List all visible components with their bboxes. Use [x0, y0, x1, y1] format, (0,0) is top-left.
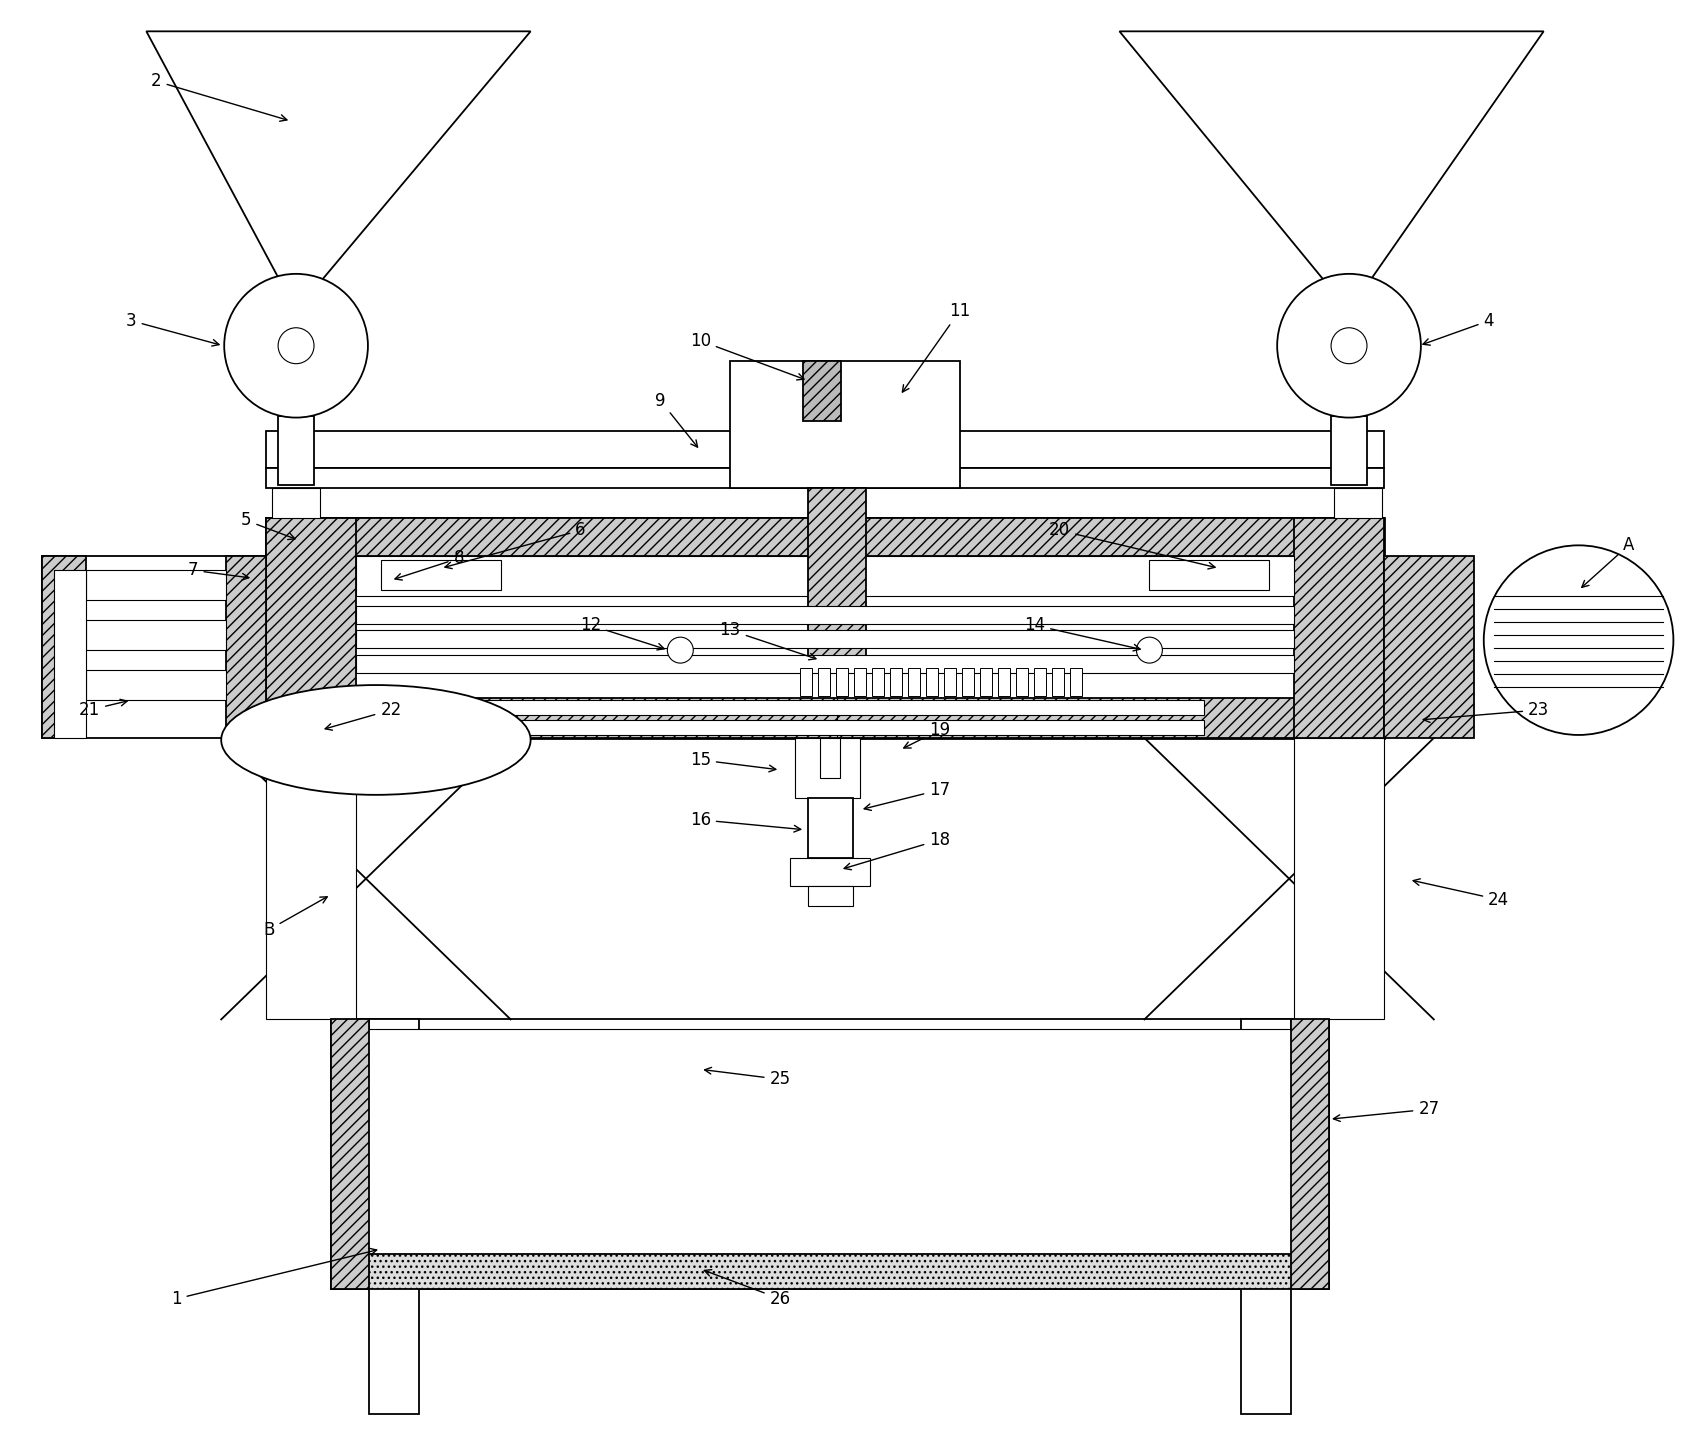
Text: 24: 24: [1412, 878, 1508, 908]
Text: 4: 4: [1422, 311, 1493, 346]
Text: 12: 12: [579, 616, 664, 650]
Bar: [86, 620, 226, 650]
Bar: [1051, 669, 1062, 696]
Bar: [356, 557, 1294, 596]
Circle shape: [225, 274, 368, 418]
Bar: [836, 669, 848, 696]
Circle shape: [667, 637, 692, 663]
Text: 10: 10: [689, 331, 804, 380]
Bar: [961, 669, 973, 696]
Text: 5: 5: [242, 511, 296, 540]
Bar: [226, 557, 265, 738]
Bar: [265, 430, 1383, 468]
Bar: [807, 885, 853, 905]
Circle shape: [1277, 274, 1420, 418]
Text: 23: 23: [1422, 702, 1549, 722]
Bar: [86, 570, 226, 600]
Bar: [356, 630, 1294, 649]
Text: A: A: [1581, 537, 1633, 587]
Text: 16: 16: [689, 811, 801, 832]
Bar: [380, 560, 500, 590]
Text: 2: 2: [150, 72, 287, 121]
Bar: [1149, 560, 1268, 590]
Circle shape: [1483, 545, 1672, 735]
Bar: [807, 488, 865, 659]
Bar: [279, 416, 314, 485]
Bar: [1069, 669, 1081, 696]
Text: 22: 22: [324, 702, 402, 730]
Bar: [926, 669, 937, 696]
Bar: [1333, 488, 1382, 518]
Bar: [1331, 416, 1366, 485]
Bar: [907, 669, 919, 696]
Text: 20: 20: [1049, 521, 1214, 570]
Bar: [331, 1019, 1328, 1289]
Text: 7: 7: [187, 561, 248, 580]
Circle shape: [279, 327, 314, 363]
Bar: [790, 858, 870, 885]
Text: 9: 9: [655, 392, 698, 448]
Bar: [86, 670, 226, 700]
Bar: [807, 798, 853, 858]
Bar: [265, 738, 356, 1019]
Bar: [794, 738, 860, 798]
Bar: [1240, 1019, 1290, 1413]
Bar: [853, 669, 865, 696]
Bar: [265, 468, 1383, 488]
Bar: [331, 1019, 368, 1289]
Text: 1: 1: [171, 1248, 377, 1307]
Bar: [42, 557, 265, 738]
Text: 3: 3: [127, 311, 220, 346]
Bar: [356, 606, 1294, 624]
Bar: [265, 700, 1204, 715]
Text: 21: 21: [79, 699, 127, 719]
Bar: [265, 720, 1204, 735]
Text: 15: 15: [689, 751, 775, 772]
Bar: [980, 669, 991, 696]
Bar: [356, 656, 1294, 673]
Ellipse shape: [221, 684, 530, 795]
Text: 25: 25: [704, 1068, 790, 1088]
Bar: [890, 669, 902, 696]
Bar: [1290, 1019, 1328, 1289]
Bar: [368, 1019, 419, 1413]
Bar: [265, 518, 1383, 738]
Polygon shape: [1118, 32, 1542, 311]
Bar: [331, 1254, 1328, 1289]
Bar: [942, 669, 956, 696]
Bar: [730, 360, 959, 488]
Bar: [819, 738, 839, 778]
Bar: [42, 557, 86, 738]
Text: 27: 27: [1333, 1101, 1439, 1121]
Text: 18: 18: [844, 831, 949, 870]
Circle shape: [1331, 327, 1366, 363]
Circle shape: [1135, 637, 1162, 663]
Bar: [1383, 557, 1473, 738]
Text: 14: 14: [1024, 616, 1140, 651]
Text: 6: 6: [444, 521, 586, 568]
Polygon shape: [147, 32, 530, 311]
Bar: [265, 518, 1383, 557]
Bar: [265, 697, 1383, 738]
Text: 26: 26: [704, 1270, 790, 1307]
Text: B: B: [263, 897, 328, 938]
Text: 13: 13: [720, 621, 816, 660]
Bar: [1294, 738, 1383, 1019]
Bar: [1015, 669, 1027, 696]
Text: 17: 17: [863, 781, 949, 811]
Bar: [54, 570, 86, 738]
Text: 11: 11: [902, 301, 969, 392]
Text: 19: 19: [904, 720, 949, 748]
Bar: [1034, 669, 1045, 696]
Bar: [872, 669, 883, 696]
Text: 8: 8: [395, 550, 464, 580]
Bar: [265, 518, 356, 738]
Bar: [346, 1029, 1311, 1269]
Bar: [272, 488, 319, 518]
Bar: [997, 669, 1008, 696]
Bar: [802, 360, 841, 420]
Bar: [817, 669, 829, 696]
Bar: [1294, 518, 1383, 738]
Bar: [799, 669, 812, 696]
